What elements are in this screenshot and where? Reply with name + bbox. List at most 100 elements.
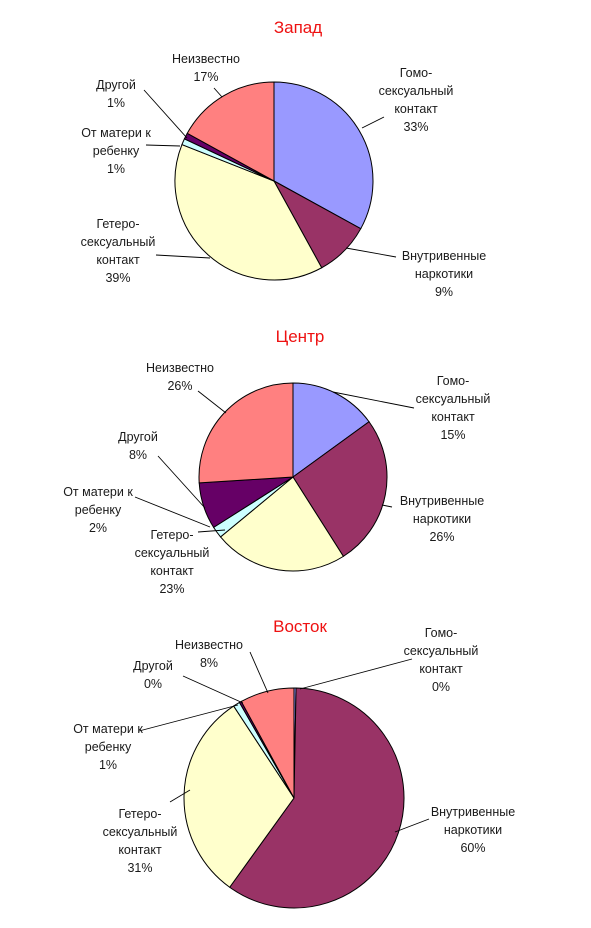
label-line: контакт: [150, 564, 194, 578]
leader-line-hetero: [197, 529, 226, 533]
slice-label-unknown: Неизвестно 26%: [146, 361, 214, 393]
label-line: Внутривенные: [402, 249, 486, 263]
leader-line-hetero: [155, 254, 211, 259]
slice-label-iv-drugs: Внутривенные наркотики 9%: [402, 249, 486, 299]
leader-line-homo: [332, 391, 415, 409]
slice-hetero: [219, 476, 345, 572]
label-line: контакт: [118, 843, 162, 857]
leader-line-mother-to-child: [138, 704, 239, 732]
slice-label-iv-drugs: Внутривенные наркотики 60%: [431, 805, 515, 855]
label-line: сексуальный: [81, 235, 156, 249]
label-line: Гетеро-: [118, 807, 161, 821]
leader-line-other: [157, 455, 206, 509]
label-line: Гомо-: [437, 374, 470, 388]
slice-label-unknown: Неизвестно 8%: [175, 638, 243, 670]
percent-label: 0%: [432, 680, 450, 694]
pie-chart-2: Центр Гомо-сексуальный контакт 15% Внутривен…: [63, 327, 490, 596]
label-line: Внутривенные: [431, 805, 515, 819]
label-line: Неизвестно: [175, 638, 243, 652]
label-line: сексуальный: [135, 546, 210, 560]
label-line: Другой: [118, 430, 158, 444]
percent-label: 8%: [200, 656, 218, 670]
percent-label: 26%: [167, 379, 192, 393]
label-line: наркотики: [444, 823, 502, 837]
slice-homo: [292, 382, 370, 478]
slice-hetero: [183, 705, 295, 888]
leader-line-mother-to-child: [134, 496, 211, 528]
leader-line-unknown: [249, 651, 269, 694]
slice-label-mother-to-child: От матери к ребенку 2%: [63, 485, 133, 535]
leader-line-unknown: [213, 87, 223, 98]
slice-label-iv-drugs: Внутривенные наркотики 26%: [400, 494, 484, 544]
label-line: Другой: [96, 78, 136, 92]
label-line: Гомо-: [400, 66, 433, 80]
slice-hetero: [174, 143, 323, 281]
slice-label-mother-to-child: От матери к ребенку 1%: [81, 126, 151, 176]
label-line: сексуальный: [379, 84, 454, 98]
label-line: От матери к: [73, 722, 143, 736]
chart-title: Центр: [276, 327, 325, 346]
percent-label: 31%: [127, 861, 152, 875]
slice-label-other: Другой 1%: [96, 78, 136, 110]
label-line: контакт: [96, 253, 140, 267]
leader-line-iv-drugs: [394, 818, 430, 833]
label-line: ребенку: [85, 740, 132, 754]
percent-label: 17%: [193, 70, 218, 84]
slice-label-hetero: Гетеро-сексуальный контакт 31%: [103, 807, 178, 875]
percent-label: 60%: [460, 841, 485, 855]
chart-title: Запад: [274, 18, 322, 37]
percent-label: 39%: [105, 271, 130, 285]
slice-label-homo: Гомо-сексуальный контакт 0%: [404, 626, 479, 694]
percent-label: 1%: [107, 162, 125, 176]
label-line: Неизвестно: [146, 361, 214, 375]
pie-chart-3: Восток Гомо-сексуальный контакт 0% Внутривен…: [73, 617, 515, 909]
slice-homo: [273, 81, 374, 230]
label-line: ребенку: [93, 144, 140, 158]
leader-line-iv-drugs: [345, 247, 397, 258]
label-line: От матери к: [63, 485, 133, 499]
slice-unknown: [198, 382, 294, 484]
leader-line-homo: [361, 116, 385, 129]
leader-line-iv-drugs: [381, 504, 393, 508]
label-line: От матери к: [81, 126, 151, 140]
percent-label: 2%: [89, 521, 107, 535]
label-line: наркотики: [413, 512, 471, 526]
slice-label-homo: Гомо-сексуальный контакт 33%: [379, 66, 454, 134]
percent-label: 0%: [144, 677, 162, 691]
label-line: ребенку: [75, 503, 122, 517]
pie-chart-1: Запад Гомо-сексуальный контакт 33% Внутривен…: [81, 18, 487, 299]
slice-label-homo: Гомо-сексуальный контакт 15%: [416, 374, 491, 442]
label-line: сексуальный: [404, 644, 479, 658]
percent-label: 9%: [435, 285, 453, 299]
leader-line-other: [182, 675, 244, 704]
slice-label-mother-to-child: От матери к ребенку 1%: [73, 722, 143, 772]
percent-label: 23%: [159, 582, 184, 596]
label-line: контакт: [431, 410, 475, 424]
percent-label: 1%: [99, 758, 117, 772]
slice-label-other: Другой 8%: [118, 430, 158, 462]
label-line: наркотики: [415, 267, 473, 281]
label-line: Гетеро-: [150, 528, 193, 542]
leader-line-other: [143, 89, 188, 139]
slice-label-other: Другой 0%: [133, 659, 173, 691]
slice-unknown: [186, 81, 275, 182]
label-line: Неизвестно: [172, 52, 240, 66]
slice-iv-drugs: [292, 421, 388, 558]
slice-unknown: [240, 687, 295, 799]
percent-label: 8%: [129, 448, 147, 462]
label-line: сексуальный: [416, 392, 491, 406]
percent-label: 26%: [429, 530, 454, 544]
slice-label-hetero: Гетеро-сексуальный контакт 23%: [135, 528, 210, 596]
percent-label: 33%: [403, 120, 428, 134]
chart-title: Восток: [273, 617, 327, 636]
percent-label: 15%: [440, 428, 465, 442]
label-line: Гетеро-: [96, 217, 139, 231]
slice-iv-drugs: [228, 687, 405, 909]
label-line: Другой: [133, 659, 173, 673]
slice-label-hetero: Гетеро-сексуальный контакт 39%: [81, 217, 156, 285]
percent-label: 1%: [107, 96, 125, 110]
label-line: сексуальный: [103, 825, 178, 839]
label-line: Внутривенные: [400, 494, 484, 508]
leader-line-unknown: [197, 390, 227, 414]
